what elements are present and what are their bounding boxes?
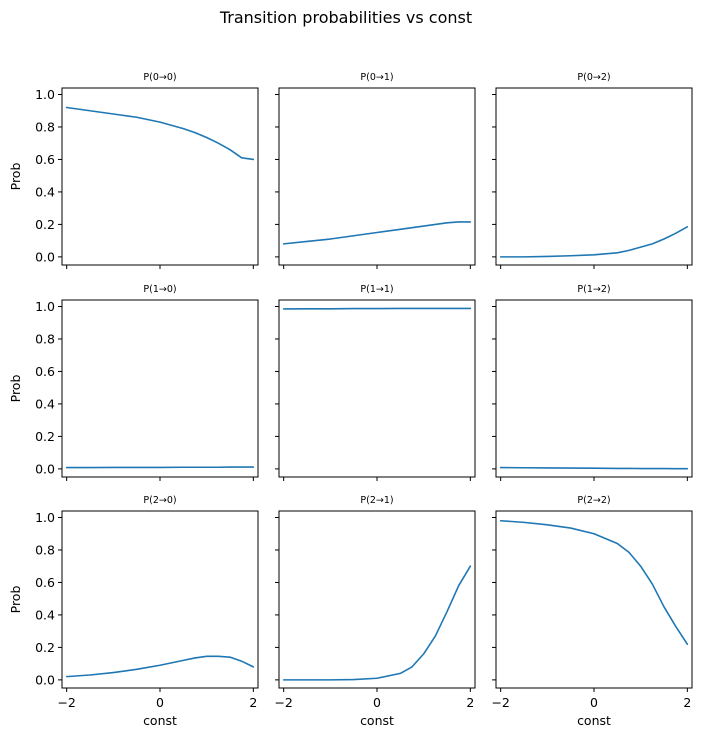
series-line (282, 565, 472, 681)
panel-title: P(1→0) (143, 284, 176, 295)
y-tick-label: 0.6 (35, 152, 55, 167)
figure-title: Transition probabilities vs const (219, 8, 472, 27)
panel-frame (278, 299, 476, 478)
series-line (499, 519, 689, 645)
y-tick-label: 0.2 (35, 217, 55, 232)
y-tick-label: 0.0 (35, 672, 55, 687)
panel-title: P(2→1) (360, 495, 393, 506)
panel-5: P(1→2) (492, 284, 693, 481)
x-tick-label: −2 (491, 695, 509, 710)
panel-title: P(0→1) (360, 72, 393, 83)
x-tick-label: 0 (156, 695, 164, 710)
y-tick-label: 0.8 (35, 542, 55, 557)
y-tick-label: 0.4 (35, 396, 55, 411)
panel-title: P(1→2) (577, 284, 610, 295)
x-tick-label: 2 (249, 695, 257, 710)
y-tick-label: 1.0 (35, 510, 55, 525)
y-tick-label: 1.0 (35, 87, 55, 102)
panel-frame (61, 510, 259, 689)
x-tick-label: 2 (466, 695, 474, 710)
y-axis-label: Prob (8, 586, 23, 614)
panel-frame (61, 299, 259, 478)
panel-7: P(2→1) −2 0 2 const (274, 495, 476, 728)
y-tick-label: 0.0 (35, 249, 55, 264)
x-tick-label: 0 (590, 695, 598, 710)
y-tick-label: 0.0 (35, 461, 55, 476)
y-tick-label: 0.6 (35, 364, 55, 379)
y-axis-label: Prob (8, 375, 23, 403)
y-tick-label: 0.8 (35, 119, 55, 134)
panel-0: P(0→0) 0.0 0.2 0.4 0.6 0.8 1.0 Prob (8, 72, 259, 269)
panel-6: P(2→0) 0.0 0.2 0.4 0.6 0.8 1.0 −2 0 2 Prob const (8, 495, 259, 728)
panel-1: P(0→1) (275, 72, 476, 269)
panel-frame (278, 87, 476, 266)
panel-frame (61, 87, 259, 266)
y-axis-label: Prob (8, 163, 23, 191)
x-tick-label: 2 (683, 695, 691, 710)
x-axis-label: const (577, 713, 611, 728)
panel-title: P(0→0) (143, 72, 176, 83)
x-axis-label: const (360, 713, 394, 728)
panel-2: P(0→2) (492, 72, 693, 269)
panel-title: P(0→2) (577, 72, 610, 83)
y-tick-label: 0.2 (35, 429, 55, 444)
y-tick-label: 0.2 (35, 640, 55, 655)
y-tick-label: 0.4 (35, 607, 55, 622)
panel-frame (495, 510, 693, 689)
panel-grid: P(0→0) 0.0 0.2 0.4 0.6 0.8 1.0 Prob P(0→1) P(0→2)… (8, 72, 693, 728)
x-tick-label: −2 (57, 695, 75, 710)
panel-title: P(1→1) (360, 284, 393, 295)
y-tick-label: 1.0 (35, 299, 55, 314)
panel-8: P(2→2) −2 0 2 const (491, 495, 693, 728)
y-tick-label: 0.6 (35, 575, 55, 590)
panel-frame (495, 87, 693, 266)
panel-4: P(1→1) (275, 284, 476, 481)
x-tick-label: −2 (274, 695, 292, 710)
panel-title: P(2→2) (577, 495, 610, 506)
series-line (499, 226, 689, 258)
panel-title: P(2→0) (143, 495, 176, 506)
panel-3: P(1→0) 0.0 0.2 0.4 0.6 0.8 1.0 Prob (8, 284, 259, 481)
series-line (65, 106, 255, 161)
x-tick-label: 0 (373, 695, 381, 710)
panel-frame (495, 299, 693, 478)
y-tick-label: 0.4 (35, 184, 55, 199)
series-line (65, 655, 255, 678)
y-tick-label: 0.8 (35, 331, 55, 346)
x-axis-label: const (143, 713, 177, 728)
series-line (499, 466, 689, 470)
series-line (282, 221, 472, 245)
panel-frame (278, 510, 476, 689)
